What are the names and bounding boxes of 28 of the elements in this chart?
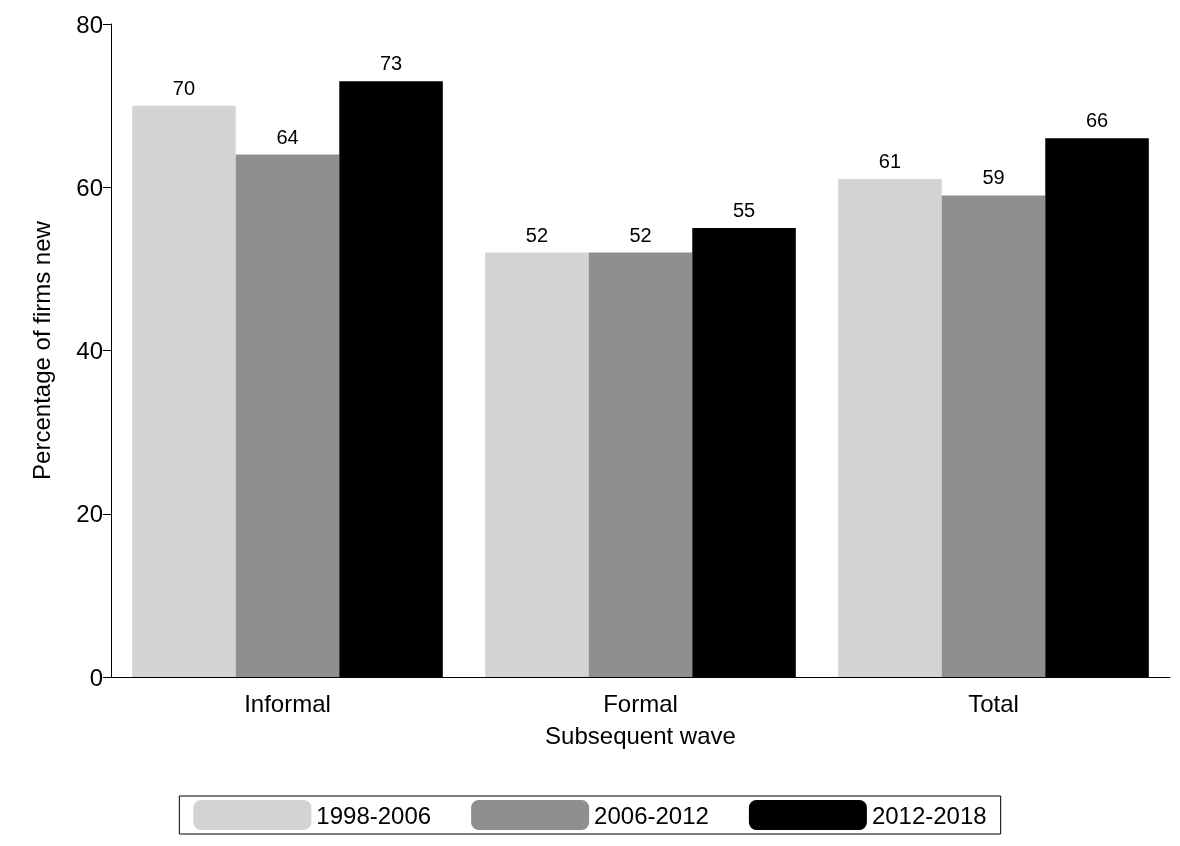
y-tick-label: 80 xyxy=(76,10,103,38)
y-tick-label: 40 xyxy=(76,337,103,364)
y-tick-label: 0 xyxy=(89,663,103,691)
bar xyxy=(235,154,340,677)
data-label: 52 xyxy=(629,223,652,246)
data-label: 64 xyxy=(276,125,299,148)
legend-label: 2012-2018 xyxy=(871,801,987,829)
legend-label: 2006-2012 xyxy=(594,801,709,829)
bar xyxy=(588,252,693,677)
x-tick-label: Informal xyxy=(244,689,331,717)
data-label: 73 xyxy=(379,52,403,75)
bar xyxy=(941,195,1046,677)
data-label: 52 xyxy=(525,223,549,246)
data-label: 55 xyxy=(732,199,756,222)
y-tick-label: 60 xyxy=(76,173,103,201)
bar xyxy=(485,252,589,677)
data-label: 61 xyxy=(878,150,902,173)
y-tick-label: 20 xyxy=(76,500,103,528)
y-axis-title: Percentage of firms new xyxy=(27,220,55,480)
bar xyxy=(132,105,236,677)
data-label: 59 xyxy=(982,166,1005,189)
x-tick-label: Total xyxy=(968,689,1019,717)
data-label: 66 xyxy=(1085,109,1109,132)
x-axis-title: Subsequent wave xyxy=(545,721,736,749)
x-tick-label: Formal xyxy=(603,689,678,717)
data-label: 70 xyxy=(172,76,196,99)
bar xyxy=(838,179,942,677)
legend-label: 1998-2006 xyxy=(316,801,432,829)
